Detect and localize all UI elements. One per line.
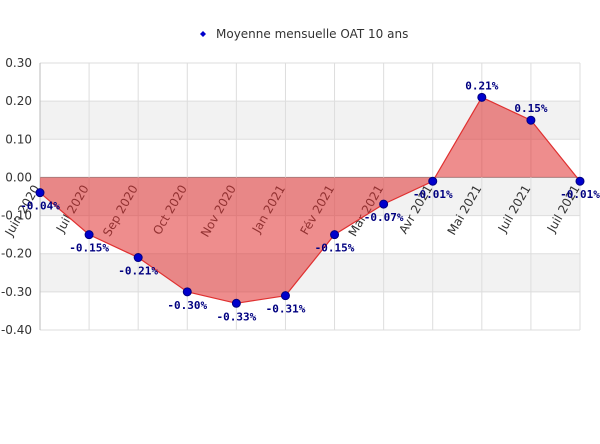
point — [231, 298, 241, 308]
point — [526, 115, 536, 125]
point — [379, 199, 389, 209]
y-tick-label: -0.30 — [1, 285, 32, 299]
point — [280, 291, 290, 301]
point — [428, 176, 438, 186]
y-tick-label: 0.10 — [5, 132, 32, 146]
legend-marker — [200, 31, 206, 37]
value-label: -0.01% — [413, 188, 453, 201]
point — [477, 92, 487, 102]
point — [35, 188, 45, 198]
point — [330, 230, 340, 240]
value-label: -0.31% — [266, 303, 306, 316]
value-label: -0.15% — [69, 242, 109, 255]
value-label: 0.15% — [514, 102, 547, 115]
value-label: -0.21% — [118, 265, 158, 278]
value-label: -0.15% — [315, 242, 355, 255]
line — [39, 96, 581, 304]
point — [182, 287, 192, 297]
y-tick-label: -0.40 — [1, 323, 32, 337]
point — [575, 176, 585, 186]
point — [84, 230, 94, 240]
value-label: -0.30% — [167, 299, 207, 312]
y-tick-label: 0.30 — [5, 56, 32, 70]
y-tick-label: 0.20 — [5, 94, 32, 108]
value-label: -0.07% — [364, 211, 404, 224]
value-label: 0.21% — [465, 79, 498, 92]
y-tick-label: -0.20 — [1, 247, 32, 261]
area — [40, 97, 580, 304]
point — [133, 253, 143, 263]
y-tick-label: 0.00 — [5, 170, 32, 184]
legend-label: Moyenne mensuelle OAT 10 ans — [216, 27, 408, 41]
y-tick-label: -0.10 — [1, 209, 32, 223]
value-label: -0.04% — [20, 200, 60, 213]
value-label: -0.33% — [216, 310, 256, 323]
value-label: -0.01% — [560, 188, 600, 201]
